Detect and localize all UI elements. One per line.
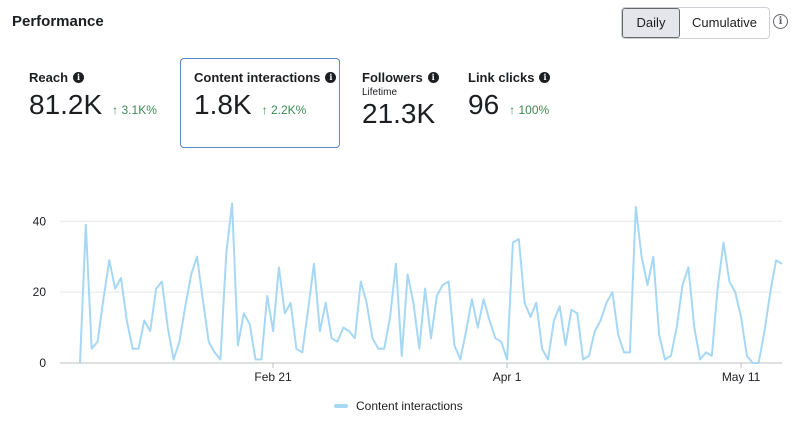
- cumulative-toggle-button[interactable]: Cumulative: [692, 15, 758, 30]
- info-icon[interactable]: i: [325, 72, 337, 83]
- view-toggle[interactable]: Daily Cumulative: [621, 7, 771, 39]
- metric-value: 21.3K: [362, 98, 436, 129]
- metric-value: 1.8K: [194, 89, 252, 120]
- metric-label: Link clicks: [468, 70, 535, 85]
- legend-swatch: [334, 404, 348, 408]
- daily-toggle-button[interactable]: Daily: [622, 8, 680, 38]
- metric-value: 96: [468, 89, 500, 120]
- series-line: [79, 202, 783, 364]
- y-tick-label: 40: [33, 214, 47, 228]
- page-title: Performance: [12, 13, 104, 30]
- x-tick-label: May 11: [722, 370, 761, 384]
- legend-label: Content interactions: [356, 399, 463, 413]
- chart-legend[interactable]: Content interactions: [334, 399, 463, 413]
- selected-metric-card[interactable]: [180, 58, 340, 148]
- info-icon[interactable]: i: [73, 72, 85, 83]
- metric-label: Content interactions: [194, 70, 321, 85]
- metric-followers[interactable]: Followers i Lifetime 21.3K: [362, 70, 439, 130]
- metric-link-clicks[interactable]: Link clicks i 96 ↑ 100%: [468, 70, 551, 121]
- metric-sublabel: Lifetime: [362, 87, 398, 98]
- x-tick-label: Feb 21: [254, 370, 292, 384]
- metric-delta: ↑ 100%: [509, 103, 550, 117]
- metric-value: 81.2K: [29, 89, 103, 120]
- metric-delta: ↑ 3.1K%: [112, 103, 157, 117]
- x-tick-label: Apr 1: [493, 370, 522, 384]
- metric-delta: ↑ 2.2K%: [261, 103, 307, 117]
- y-tick-label: 0: [39, 356, 46, 370]
- info-icon[interactable]: i: [539, 72, 551, 83]
- y-tick-label: 20: [33, 285, 47, 299]
- metric-reach[interactable]: Reach i 81.2K ↑ 3.1K%: [29, 70, 157, 121]
- info-icon[interactable]: i: [427, 72, 439, 83]
- metric-label: Followers: [362, 70, 423, 85]
- info-circle-icon[interactable]: i: [773, 14, 788, 29]
- metric-content-interactions[interactable]: Content interactions i 1.8K ↑ 2.2K%: [194, 70, 337, 121]
- metric-label: Reach: [29, 70, 69, 85]
